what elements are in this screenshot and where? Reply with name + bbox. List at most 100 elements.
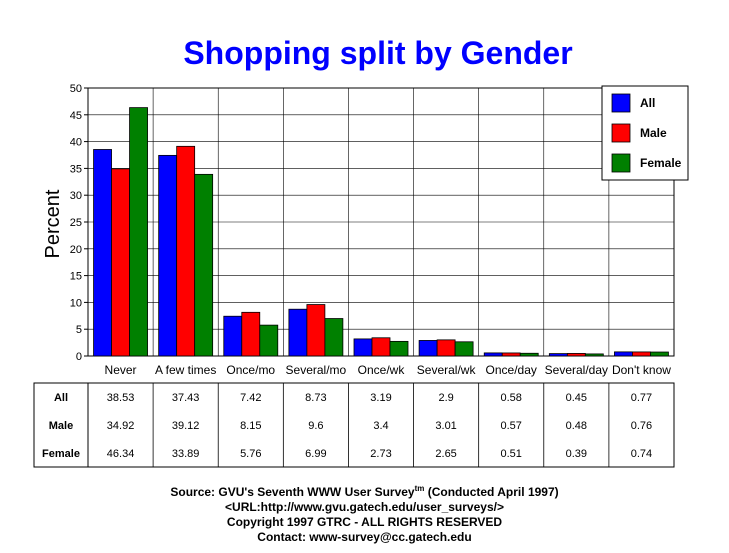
chart-title: Shopping split by Gender — [183, 35, 572, 71]
bar-female — [650, 351, 669, 357]
y-axis-label: Percent — [42, 189, 64, 258]
legend-swatch-all — [611, 93, 631, 113]
table-cell: 0.76 — [631, 420, 652, 432]
category-label: A few times — [155, 363, 216, 377]
y-tick-label: 25 — [70, 217, 82, 229]
legend: All Male Female — [601, 85, 689, 181]
bar-male — [566, 353, 586, 357]
category-label: Several/wk — [417, 363, 477, 377]
bar-male — [241, 311, 261, 357]
legend-label: All — [640, 96, 655, 110]
category-label: Several/mo — [286, 363, 347, 377]
table-cell: 3.19 — [370, 392, 391, 404]
legend-swatch-female — [611, 153, 631, 173]
bars — [93, 107, 669, 357]
y-tick-label: 45 — [70, 110, 82, 122]
data-table: All 38.53 37.43 7.42 8.73 3.19 2.9 0.58 0.45 0.77… — [33, 382, 675, 468]
table-cell: 8.73 — [305, 392, 326, 404]
table-cell: 37.43 — [172, 392, 200, 404]
table-cell: 38.53 — [107, 392, 135, 404]
source-line: Source: GVU's Seventh WWW User Surveytm … — [0, 481, 729, 500]
table-cell: 3.01 — [435, 420, 456, 432]
table-cell: 2.9 — [438, 392, 453, 404]
table-cell: 0.74 — [631, 448, 652, 460]
y-axis-ticks: 0 5 10 15 20 25 30 35 40 45 50 — [70, 83, 88, 363]
table-row-label: Female — [42, 448, 80, 460]
category-label: Never — [105, 363, 137, 377]
table-cell: 0.77 — [631, 392, 652, 404]
table-row-label: All — [54, 392, 68, 404]
bar-all — [548, 353, 568, 357]
table-cell: 2.73 — [370, 448, 391, 460]
table-cell: 9.6 — [308, 420, 323, 432]
category-label: Several/day — [545, 363, 608, 377]
bar-all — [483, 352, 503, 357]
bar-male — [111, 168, 130, 357]
y-tick-label: 0 — [76, 351, 82, 363]
y-tick-label: 15 — [70, 271, 82, 283]
table-frame — [33, 382, 675, 468]
source-url: <URL:http://www.gvu.gatech.edu/user_surv… — [225, 500, 504, 514]
table-cell: 0.45 — [566, 392, 587, 404]
category-label: Don't know — [612, 363, 671, 377]
table-cell: 3.4 — [373, 420, 388, 432]
y-tick-label: 5 — [76, 324, 82, 336]
trademark: tm — [414, 484, 425, 493]
table-cell: 5.76 — [240, 448, 261, 460]
bar-female — [519, 352, 539, 357]
y-tick-label: 35 — [70, 163, 82, 175]
bar-all — [353, 338, 373, 357]
table-cell: 0.39 — [566, 448, 587, 460]
y-tick-label: 40 — [70, 137, 82, 149]
bar-all — [288, 308, 308, 357]
bar-male — [306, 304, 326, 357]
bar-male — [501, 352, 521, 357]
y-tick-label: 30 — [70, 190, 82, 202]
copyright: Copyright 1997 GTRC - ALL RIGHTS RESERVE… — [226, 515, 503, 529]
category-label: Once/day — [486, 363, 537, 377]
table-cell: 0.51 — [501, 448, 522, 460]
y-tick-label: 20 — [70, 244, 82, 256]
bar-all — [223, 315, 243, 357]
table-cell: 0.48 — [566, 420, 587, 432]
bar-female — [194, 173, 214, 357]
footer: Source: GVU's Seventh WWW User Surveytm … — [0, 481, 729, 545]
bar-male — [632, 351, 651, 357]
bar-female — [324, 318, 344, 357]
bar-female — [584, 353, 604, 357]
table-cell: 33.89 — [172, 448, 200, 460]
bar-female — [389, 340, 409, 357]
bar-male — [176, 145, 196, 357]
table-cell: 2.65 — [435, 448, 456, 460]
bar-all — [418, 340, 438, 357]
bar-all — [614, 351, 633, 357]
table-cell: 46.34 — [107, 448, 135, 460]
table-cell: 8.15 — [240, 420, 261, 432]
bar-male — [371, 337, 391, 357]
source-prefix: Source: GVU's Seventh WWW User Survey — [170, 485, 415, 499]
bar-male — [436, 339, 456, 357]
source-suffix: (Conducted April 1997) — [424, 485, 559, 499]
y-tick-label: 50 — [70, 83, 82, 95]
bar-female — [454, 341, 474, 357]
bar-female — [259, 324, 279, 357]
bar-all — [158, 154, 178, 357]
bar-female — [129, 107, 148, 357]
legend-swatch-male — [611, 123, 631, 143]
category-label: Once/mo — [226, 363, 275, 377]
category-labels: Never A few times Once/mo Several/mo Once/wk… — [105, 363, 672, 377]
contact: Contact: www-survey@cc.gatech.edu — [257, 530, 472, 544]
table-cell: 0.57 — [501, 420, 522, 432]
bar-all — [93, 149, 112, 357]
table-cell: 39.12 — [172, 420, 200, 432]
table-row-label: Male — [49, 420, 73, 432]
table-cell: 7.42 — [240, 392, 261, 404]
category-label: Once/wk — [358, 363, 406, 377]
y-tick-label: 10 — [70, 297, 82, 309]
legend-label: Female — [640, 156, 682, 170]
table-cell: 6.99 — [305, 448, 326, 460]
table-cell: 0.58 — [501, 392, 522, 404]
legend-label: Male — [640, 126, 667, 140]
table-cell: 34.92 — [107, 420, 135, 432]
